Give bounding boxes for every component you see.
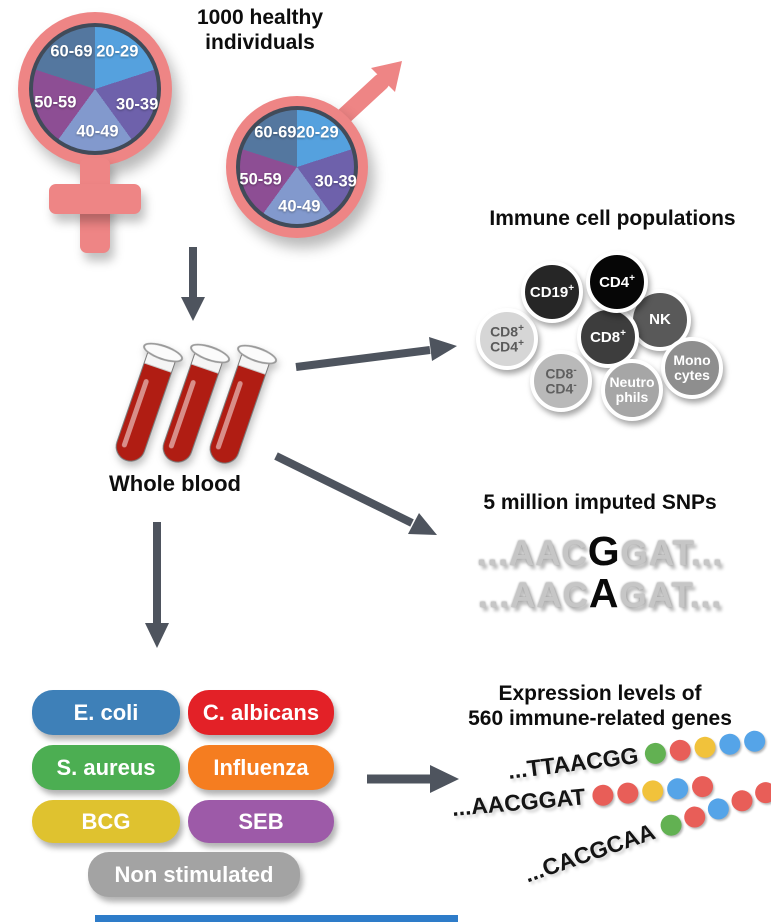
red-dot <box>752 779 771 807</box>
stimulus-seb: SEB <box>188 800 334 843</box>
red-dot <box>690 775 714 798</box>
snps-heading: 5 million imputed SNPs <box>483 491 717 514</box>
snp-sequence-2: ...AACAGAT... <box>477 570 723 616</box>
figure-title-line2: individuals <box>205 30 315 54</box>
figure-title: 1000 healthy individuals <box>160 6 360 56</box>
gene-sequence-text: ...CACGCAA <box>520 818 659 888</box>
red-dot <box>616 781 639 805</box>
female-age-pie-chart: 20-29 30-39 40-49 50-59 60-69 <box>33 27 159 151</box>
female-cross-horizontal <box>49 184 141 214</box>
cell-monocytes: Mono cytes <box>661 337 723 399</box>
stimulus-e-coli: E. coli <box>32 690 180 735</box>
cell-neutrophils: Neutro phils <box>601 359 663 421</box>
stimulus-non-stimulated: Non stimulated <box>88 852 300 897</box>
pie-label-20-29: 20-29 <box>296 123 339 142</box>
immune-cells-heading: Immune cell populations <box>489 207 736 230</box>
pie-label-60-69: 60-69 <box>50 42 93 61</box>
stimulus-s-aureus: S. aureus <box>32 745 180 790</box>
arrow-stimulation-to-expression-icon <box>367 765 459 793</box>
blue-dot <box>665 777 689 801</box>
cell-cd8: CD8+ <box>577 306 639 368</box>
cell-cd8pos-cd4pos: CD8+ CD4+ <box>476 308 538 370</box>
red-dot <box>728 787 756 815</box>
figure-title-line1: 1000 healthy <box>196 6 324 29</box>
green-dot <box>643 741 668 766</box>
cell-cd19: CD19+ <box>521 261 583 323</box>
gene-sequence-text: ...TTAACGG <box>506 742 640 784</box>
cell-nk: NK <box>629 289 691 351</box>
cell-cd4: CD4+ <box>586 251 648 313</box>
pie-label-20-29: 20-29 <box>96 42 139 61</box>
red-dot <box>591 783 615 807</box>
bottom-blue-bar <box>95 915 458 922</box>
whole-blood-label: Whole blood <box>109 471 241 496</box>
pie-label-30-39: 30-39 <box>314 172 357 191</box>
pie-label-40-49: 40-49 <box>76 122 119 141</box>
red-dot <box>681 803 708 831</box>
yellow-dot <box>693 735 717 759</box>
gene-sequence-text: ...AACGGAT <box>450 783 587 821</box>
arrow-blood-to-cells-icon <box>295 337 457 371</box>
blue-dot <box>743 729 767 753</box>
arrow-cohort-to-blood-icon <box>181 247 205 321</box>
blue-dot <box>704 795 732 823</box>
snp-sequence-1: ...AACGGAT... <box>476 528 724 574</box>
blue-dot <box>718 732 742 756</box>
pie-label-60-69: 60-69 <box>254 123 297 142</box>
pie-label-50-59: 50-59 <box>34 93 77 112</box>
arrow-blood-to-snps-icon <box>274 452 437 535</box>
male-arrow-icon <box>332 61 402 128</box>
arrow-blood-to-stimulation-icon <box>145 522 169 648</box>
pie-label-30-39: 30-39 <box>116 95 159 114</box>
pie-label-50-59: 50-59 <box>239 170 282 189</box>
snp-allele-a: A <box>588 570 620 616</box>
red-dot <box>668 738 693 763</box>
cell-cd8neg-cd4neg: CD8- CD4- <box>530 350 592 412</box>
snp-allele-g: G <box>587 528 621 574</box>
gene-sequence-row: ...TTAACGG <box>506 727 767 785</box>
male-age-pie-chart: 20-29 30-39 40-49 50-59 60-69 <box>239 110 357 224</box>
stimulus-influenza: Influenza <box>188 745 334 790</box>
green-dot <box>657 811 685 839</box>
pie-label-40-49: 40-49 <box>278 197 321 216</box>
yellow-dot <box>641 779 664 803</box>
expression-heading: Expression levels of 560 immune-related … <box>468 682 732 730</box>
expression-dots <box>643 729 767 766</box>
stimulus-c-albicans: C. albicans <box>188 690 334 735</box>
stimulus-bcg: BCG <box>32 800 180 843</box>
